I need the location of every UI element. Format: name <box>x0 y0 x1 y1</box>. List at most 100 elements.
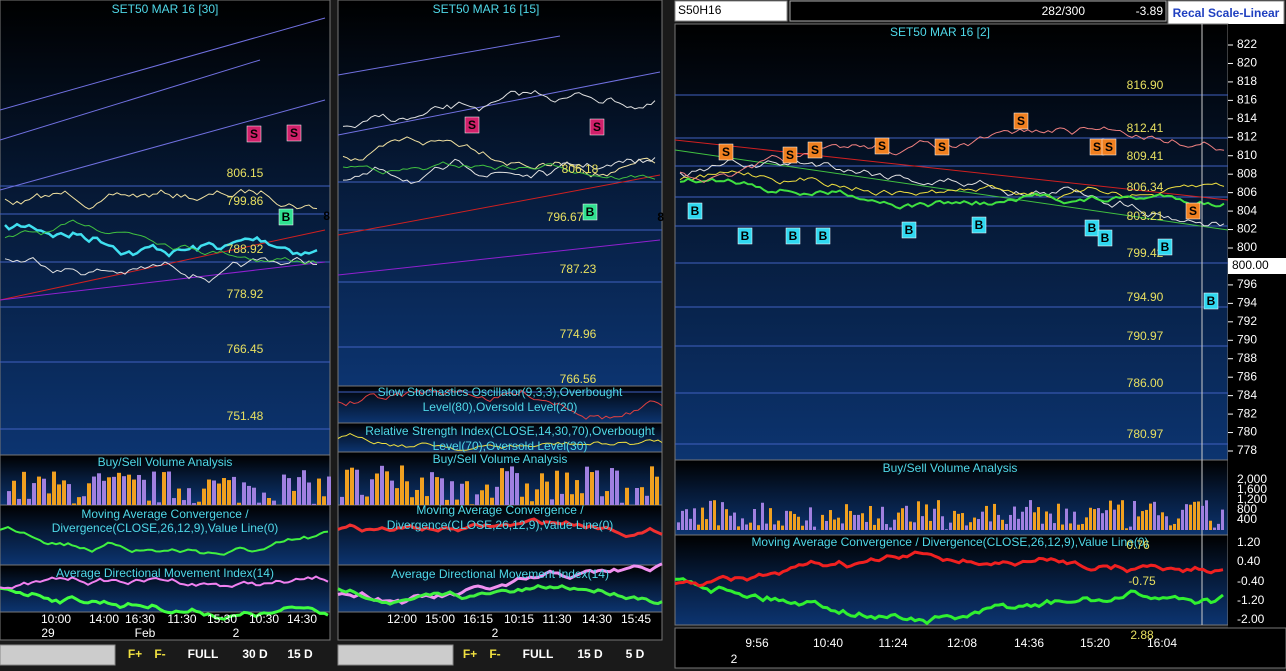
price-level: 774.96 <box>560 327 597 341</box>
toolbar-button[interactable]: F- <box>154 647 165 661</box>
volume-bar <box>655 476 659 505</box>
signal-box <box>934 138 950 156</box>
indicator-line <box>0 526 329 556</box>
volume-bar <box>435 477 439 505</box>
toolbar-button[interactable]: F+ <box>128 647 142 661</box>
volume-bar <box>430 472 434 505</box>
volume-bar <box>520 496 524 505</box>
volume-bar <box>693 508 696 530</box>
indicator-line <box>674 550 1224 588</box>
price-axis-label: 822 <box>1237 37 1257 51</box>
volume-bar <box>845 504 848 530</box>
scrollbar[interactable] <box>0 644 116 666</box>
volume-bar <box>550 499 554 505</box>
volume-bar <box>821 514 824 530</box>
signal-label: S <box>1093 140 1101 154</box>
volume-bar <box>1089 507 1092 530</box>
volume-bar <box>957 513 960 530</box>
toolbar-button[interactable]: F+ <box>463 647 477 661</box>
toolbar-button[interactable]: FULL <box>188 647 219 661</box>
volume-bar <box>1025 506 1028 530</box>
macd-pane <box>337 504 663 566</box>
volume-bar <box>307 482 311 505</box>
volume-bar <box>102 480 106 505</box>
price-pane <box>0 0 331 456</box>
volume-bar <box>42 478 46 505</box>
volume-bar <box>865 521 868 530</box>
volume-bar <box>237 502 241 505</box>
trend-line <box>0 229 326 301</box>
toolbar-button[interactable]: 5 D <box>626 647 645 661</box>
scale-button-text[interactable]: Recal Scale-Linear <box>1173 6 1280 20</box>
time-axis <box>337 611 663 641</box>
signal-label: S <box>878 139 886 153</box>
signal-label: S <box>593 120 601 134</box>
toolbar-button[interactable]: 15 D <box>577 647 603 661</box>
price-axis-label: 810 <box>1237 148 1257 162</box>
volume-bar <box>87 483 91 505</box>
price-axis-label: 816 <box>1237 93 1257 107</box>
volume-bar <box>242 482 246 505</box>
toolbar-button[interactable]: F- <box>489 647 500 661</box>
volume-bar <box>1193 501 1196 530</box>
volume-bar <box>465 481 469 505</box>
volume-bar <box>769 508 772 530</box>
price-axis-label: 782 <box>1237 406 1257 420</box>
signal-label: S <box>938 140 946 154</box>
price-axis-label: 804 <box>1237 203 1257 217</box>
volume-bar <box>985 505 988 530</box>
volume-bar <box>445 499 449 505</box>
volume-bar <box>142 479 146 505</box>
volume-bar <box>540 473 544 505</box>
macd-axis-label: -2.00 <box>1237 612 1265 626</box>
signal-box <box>582 203 598 221</box>
volume-bar <box>681 510 684 530</box>
toolbar-button[interactable]: FULL <box>523 647 554 661</box>
scale-button[interactable] <box>1167 0 1285 26</box>
volume-bar <box>801 525 804 530</box>
volume-bar <box>152 471 156 505</box>
volume-bar <box>697 524 700 530</box>
price-level: 788.92 <box>227 242 264 256</box>
volume-bar <box>1069 523 1072 530</box>
volume-bar <box>545 481 549 505</box>
volume-bar <box>1077 524 1080 530</box>
indicator-line <box>337 583 663 606</box>
adx-pane <box>0 564 331 613</box>
volume-bar <box>370 479 374 505</box>
symbol-select[interactable] <box>674 0 788 22</box>
indicator-line <box>0 575 329 590</box>
trend-line <box>0 99 326 191</box>
time-label: 10:15 <box>504 612 534 626</box>
scrollbar[interactable] <box>337 644 454 666</box>
signal-box <box>286 124 302 142</box>
indicator-line <box>675 577 1224 626</box>
volume-bar <box>929 520 932 530</box>
volume-bar <box>252 487 256 505</box>
signal-box <box>815 227 831 245</box>
trend-line <box>0 261 326 301</box>
indicator-line <box>679 126 1225 183</box>
volume-bar <box>941 516 944 530</box>
price-axis-label: 778 <box>1237 443 1257 457</box>
volume-bar <box>1093 509 1096 530</box>
volume-bar <box>685 509 688 530</box>
price-axis-label: 802 <box>1237 222 1257 236</box>
volume-bar <box>555 470 559 505</box>
toolbar-button[interactable]: 15 D <box>287 647 313 661</box>
volume-bar <box>530 501 534 505</box>
indicator-line <box>342 161 656 180</box>
price-level: 796.67 <box>547 210 584 224</box>
volume-bar <box>1173 523 1176 530</box>
indicator-line <box>679 170 1225 201</box>
signal-label: B <box>1088 221 1097 235</box>
volume-bar <box>640 487 644 505</box>
volume-bar <box>969 522 972 530</box>
volume-bar <box>949 522 952 530</box>
volume-bar <box>761 502 764 530</box>
toolbar-button[interactable]: 30 D <box>242 647 268 661</box>
volume-bar <box>961 513 964 530</box>
indicator-title: Level(80),Oversold Level(20) <box>423 400 578 414</box>
volume-bar <box>1177 518 1180 530</box>
volume-bar <box>965 525 968 530</box>
